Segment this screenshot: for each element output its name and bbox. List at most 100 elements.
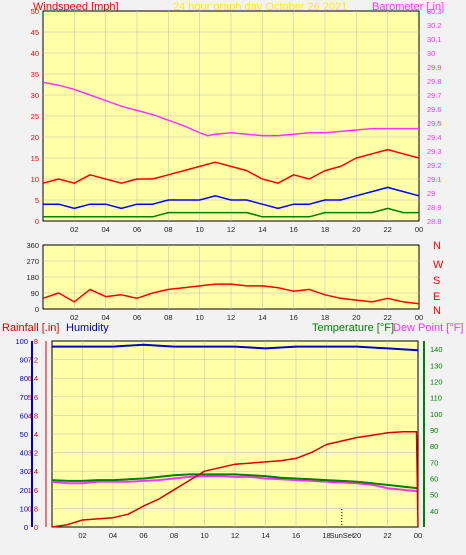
direction-tick-label: 270 [26, 257, 39, 266]
rainfall-tick-label: 8 [34, 337, 38, 346]
data-layer [42, 81, 420, 528]
windspeed-tick-label: 10 [31, 175, 39, 184]
windspeed-tick-label: 0 [35, 217, 39, 226]
direction-x-tick-label: 04 [101, 313, 109, 322]
wind-x-tick-label: 10 [195, 225, 203, 234]
temperature-tick-label: 80 [430, 442, 438, 451]
direction-x-tick-label: 10 [195, 313, 203, 322]
rain-x-tick-label: 14 [261, 531, 269, 540]
barometer-tick-label: 29.6 [427, 105, 442, 114]
direction-x-tick-label: 20 [352, 313, 360, 322]
humidity-tick-label: 70 [20, 393, 28, 402]
barometer-tick-label: 29.8 [427, 77, 442, 86]
wind-x-tick-label: 14 [258, 225, 266, 234]
wind-average-line [43, 186, 420, 210]
dewpoint-label: Dew Point [°F] [393, 322, 463, 334]
windspeed-tick-label: 50 [31, 7, 39, 16]
rain-x-tick-label: 04 [109, 531, 117, 540]
barometer-tick-label: 29.9 [427, 63, 442, 72]
direction-tick-label: 90 [31, 289, 39, 298]
temperature-line [51, 473, 419, 490]
axis-layer: 0510152025303540455028.828.92929.129.229… [15, 7, 442, 540]
direction-tick-label: 0 [35, 305, 39, 314]
graph-title: 24 hour graph day October 26 2021 [173, 1, 347, 13]
humidity-tick-label: 30 [20, 467, 28, 476]
direction-x-tick-label: 16 [289, 313, 297, 322]
barometer-line [42, 81, 419, 137]
direction-x-tick-label: 08 [164, 313, 172, 322]
humidity-line [52, 343, 419, 352]
wind-x-tick-label: 20 [352, 225, 360, 234]
rain-x-tick-label: 10 [200, 531, 208, 540]
direction-x-tick-label: 22 [383, 313, 391, 322]
windspeed-tick-label: 45 [31, 28, 39, 37]
direction-x-tick-label: 18 [321, 313, 329, 322]
barometer-tick-label: 28.9 [427, 203, 442, 212]
rainfall-tick-label: 4 [34, 430, 38, 439]
humidity-label: Humidity [66, 322, 109, 334]
rain-x-tick-label: 06 [139, 531, 147, 540]
grid-layer [43, 11, 419, 527]
barometer-label: Barometer [.in] [372, 1, 444, 13]
temperature-label: Temperature [°F] [312, 322, 394, 334]
humidity-tick-label: 10 [20, 504, 28, 513]
barometer-tick-label: 29.5 [427, 119, 442, 128]
temperature-tick-label: 70 [430, 458, 438, 467]
temperature-tick-label: 110 [430, 394, 442, 403]
wind-direction-line [42, 283, 420, 305]
windspeed-tick-label: 40 [31, 49, 39, 58]
compass-e: E [433, 291, 440, 303]
windspeed-tick-label: 30 [31, 91, 39, 100]
rain-x-tick-label: 00 [414, 531, 422, 540]
dewpoint-line [51, 475, 419, 493]
temperature-tick-label: 50 [430, 491, 438, 500]
humidity-tick-label: 0 [24, 523, 28, 532]
temperature-tick-label: 130 [430, 361, 443, 370]
wind-x-tick-label: 04 [101, 225, 109, 234]
windspeed-tick-label: 20 [31, 133, 39, 142]
humidity-tick-label: 90 [20, 356, 28, 365]
direction-x-tick-label: 06 [133, 313, 141, 322]
temperature-tick-label: 40 [430, 507, 438, 516]
barometer-tick-label: 28.8 [427, 217, 442, 226]
barometer-tick-label: 29.2 [427, 161, 442, 170]
direction-tick-label: 180 [26, 273, 39, 282]
rainfall-tick-label: 0 [34, 523, 38, 532]
wind-x-tick-label: 06 [133, 225, 141, 234]
temperature-tick-label: 90 [430, 426, 438, 435]
humidity-tick-label: 60 [20, 411, 28, 420]
barometer-tick-label: 29 [427, 189, 435, 198]
temperature-tick-label: 120 [430, 377, 443, 386]
direction-x-tick-label: 02 [70, 313, 78, 322]
compass-s: S [433, 275, 440, 287]
wind-low-line [43, 207, 419, 218]
direction-x-tick-label: 14 [258, 313, 266, 322]
humidity-tick-label: 50 [20, 430, 28, 439]
humidity-tick-label: 100 [15, 337, 28, 346]
barometer-tick-label: 29.3 [427, 147, 442, 156]
wind-x-tick-label: 00 [415, 225, 423, 234]
windspeed-label: Windspeed [mph] [33, 1, 119, 13]
rain-x-tick-label: 18 [322, 531, 330, 540]
wind-x-tick-label: 22 [383, 225, 391, 234]
compass-w: W [433, 259, 444, 271]
barometer-tick-label: 30.1 [427, 35, 442, 44]
wind-x-tick-label: 18 [321, 225, 329, 234]
wind-x-tick-label: 12 [227, 225, 235, 234]
wind-x-tick-label: 08 [164, 225, 172, 234]
barometer-tick-label: 29.7 [427, 91, 442, 100]
wind-gust-line [42, 148, 420, 184]
windspeed-tick-label: 5 [35, 196, 39, 205]
barometer-tick-label: 29.4 [427, 133, 442, 142]
barometer-tick-label: 30 [427, 49, 435, 58]
direction-x-tick-label: 12 [227, 313, 235, 322]
temperature-tick-label: 100 [430, 410, 443, 419]
compass-n-top: N [433, 240, 441, 252]
barometer-tick-label: 30.2 [427, 21, 442, 30]
wind-x-tick-label: 16 [289, 225, 297, 234]
rain-x-tick-label: 02 [78, 531, 86, 540]
temperature-tick-label: 140 [430, 345, 443, 354]
humidity-tick-label: 80 [20, 374, 28, 383]
wind-x-tick-label: 02 [70, 225, 78, 234]
rain-x-tick-label: 22 [383, 531, 391, 540]
